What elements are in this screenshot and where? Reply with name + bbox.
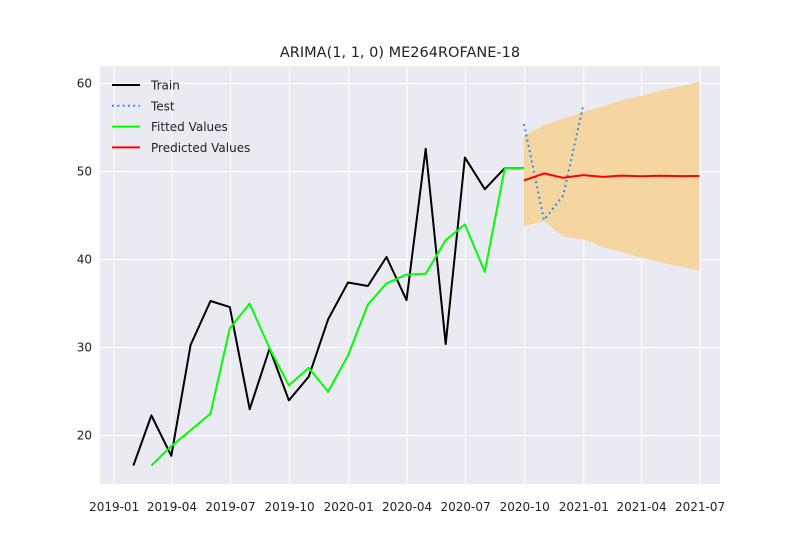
x-tick-label: 2021-07 bbox=[675, 500, 725, 514]
series-line-test bbox=[523, 105, 585, 221]
series-line-fitted-values bbox=[150, 167, 524, 467]
series-line-train bbox=[132, 147, 524, 466]
legend-label-fitted-values: Fitted Values bbox=[151, 120, 228, 134]
x-tick-label: 2021-04 bbox=[617, 500, 667, 514]
x-tick-label: 2019-01 bbox=[89, 500, 139, 514]
tick-labels: 20 30 40 50 60 2019-01 2019-04 2019-07 2019-10 20… bbox=[77, 77, 725, 514]
y-tick-label: 50 bbox=[77, 165, 92, 179]
x-tick-label: 2020-07 bbox=[441, 500, 491, 514]
legend-label-predicted-values: Predicted Values bbox=[151, 141, 250, 155]
legend: Train Test Fitted Values Predicted Values bbox=[112, 79, 250, 155]
legend-label-train: Train bbox=[150, 79, 180, 93]
series-lines bbox=[132, 105, 700, 467]
x-tick-label: 2020-10 bbox=[500, 500, 550, 514]
legend-label-test: Test bbox=[150, 99, 175, 113]
x-tick-label: 2020-01 bbox=[324, 500, 374, 514]
y-tick-label: 20 bbox=[77, 429, 92, 443]
x-tick-label: 2020-04 bbox=[382, 500, 432, 514]
x-tick-label: 2021-01 bbox=[559, 500, 609, 514]
x-tick-label: 2019-07 bbox=[205, 500, 255, 514]
x-tick-label: 2019-04 bbox=[147, 500, 197, 514]
series-line-predicted-values bbox=[523, 172, 700, 182]
y-tick-label: 60 bbox=[77, 77, 92, 91]
chart-title: ARIMA(1, 1, 0) ME264ROFANE-18 bbox=[280, 45, 520, 61]
y-tick-label: 30 bbox=[77, 341, 92, 355]
x-tick-label: 2019-10 bbox=[264, 500, 314, 514]
y-tick-label: 40 bbox=[77, 253, 92, 267]
